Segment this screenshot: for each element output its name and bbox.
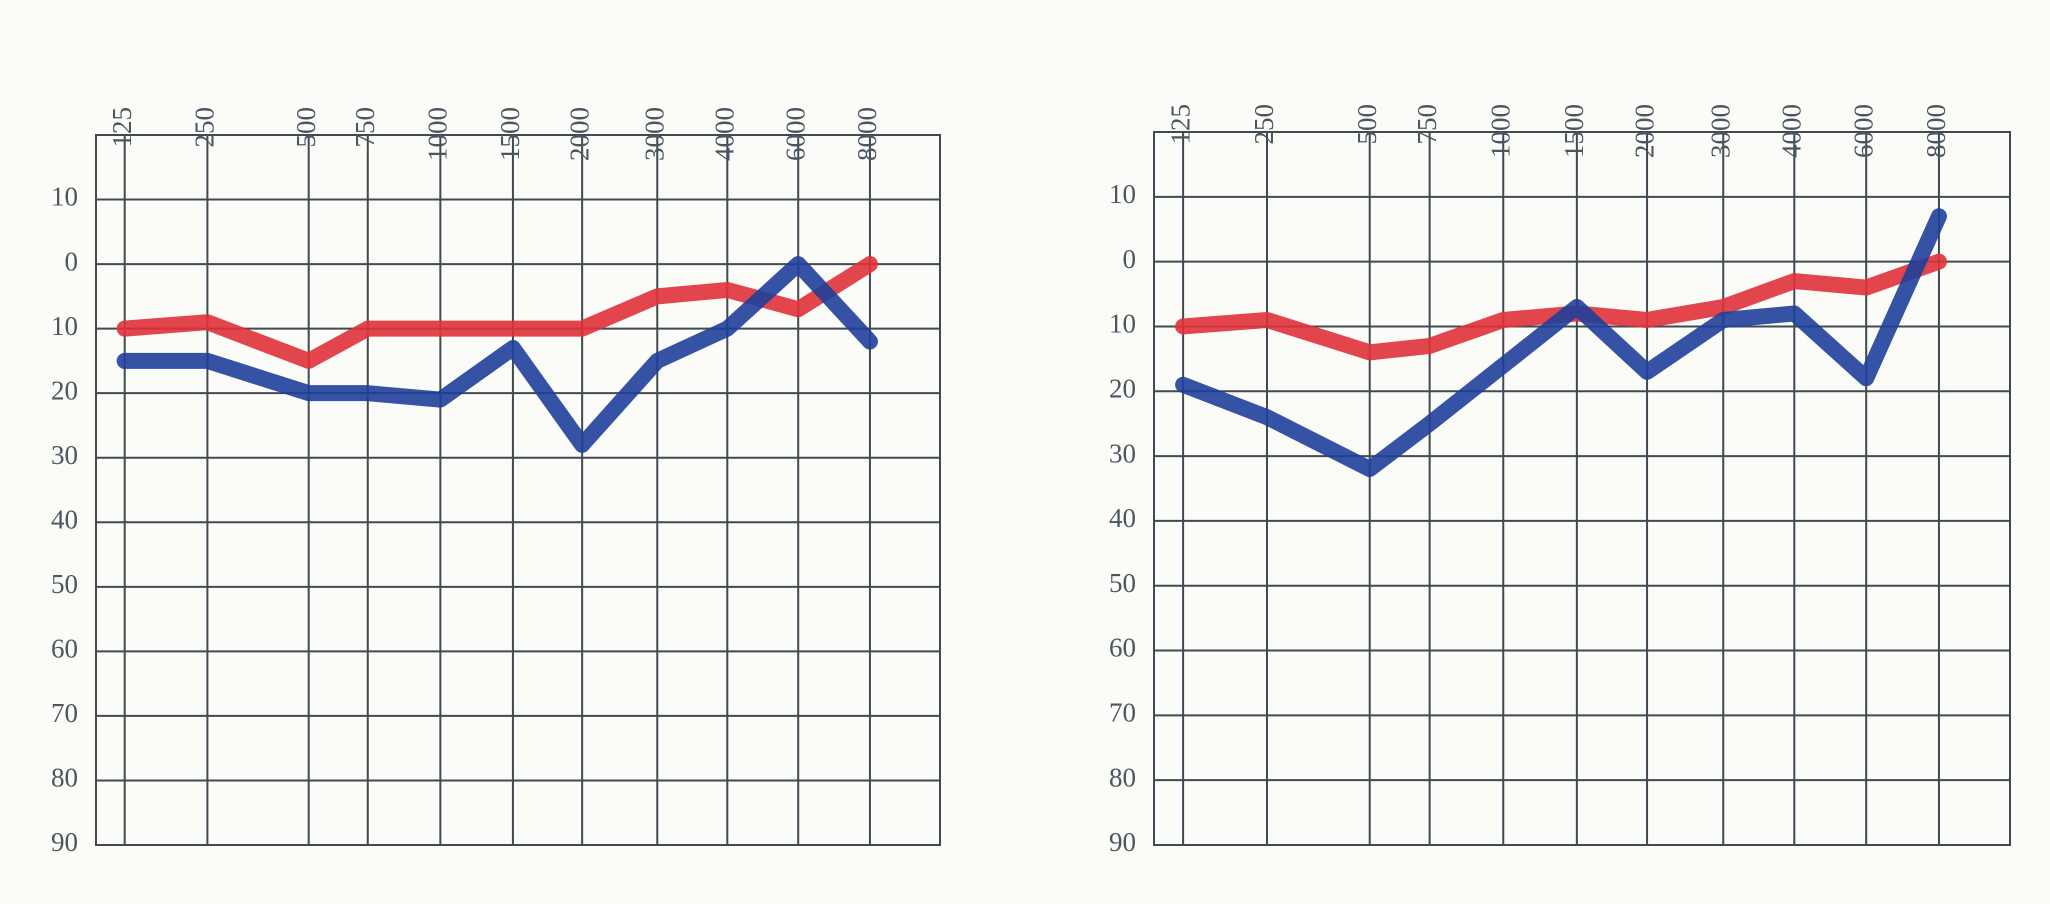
- hearing-line: [1175, 208, 1947, 478]
- y-tick-label: 60: [51, 634, 78, 664]
- y-tick-label: 50: [51, 569, 78, 599]
- x-tick-label: 6000: [1848, 104, 1878, 158]
- y-tick-label: 70: [1109, 698, 1136, 728]
- x-tick-label: 1000: [423, 107, 453, 161]
- y-tick-label: 10: [1109, 309, 1136, 339]
- y-tick-label: 10: [1109, 179, 1136, 209]
- x-tick-label: 250: [190, 107, 220, 148]
- x-tick-label: 3000: [1705, 104, 1735, 158]
- x-tick-label: 750: [350, 107, 380, 148]
- y-tick-label: 20: [1109, 373, 1136, 403]
- y-tick-label: 10: [51, 311, 78, 341]
- x-tick-label: 1500: [1559, 104, 1589, 158]
- plot-frame: [1153, 131, 2011, 846]
- x-tick-label: 3000: [639, 107, 669, 161]
- x-tick-label: 2000: [1629, 104, 1659, 158]
- y-tick-label: 40: [51, 504, 78, 534]
- x-tick-label: 4000: [1776, 104, 1806, 158]
- y-tick-label: 50: [1109, 568, 1136, 598]
- y-tick-label: 10: [51, 182, 78, 212]
- y-tick-label: 30: [1109, 438, 1136, 468]
- x-tick-label: 1000: [1485, 104, 1515, 158]
- x-tick-label: 6000: [780, 107, 810, 161]
- x-tick-label: 1500: [495, 107, 525, 161]
- x-tick-label: 500: [1352, 104, 1382, 145]
- x-tick-label: 8000: [1921, 104, 1951, 158]
- y-tick-label: 90: [1109, 827, 1136, 857]
- x-tick-label: 500: [291, 107, 321, 148]
- hearing-line: [116, 256, 878, 453]
- y-tick-label: 0: [1123, 244, 1137, 274]
- y-tick-label: 90: [51, 827, 78, 857]
- y-tick-label: 70: [51, 698, 78, 728]
- plot-frame: [95, 134, 941, 846]
- y-tick-label: 30: [51, 440, 78, 470]
- y-tick-label: 80: [1109, 762, 1136, 792]
- x-tick-label: 2000: [564, 107, 594, 161]
- hearing-line: [116, 256, 878, 369]
- y-tick-label: 80: [51, 763, 78, 793]
- x-tick-label: 125: [1165, 104, 1195, 145]
- x-tick-label: 4000: [710, 107, 740, 161]
- x-tick-label: 8000: [852, 107, 882, 161]
- y-tick-label: 60: [1109, 633, 1136, 663]
- x-tick-label: 250: [1249, 104, 1279, 145]
- y-tick-label: 40: [1109, 503, 1136, 533]
- y-tick-label: 20: [51, 375, 78, 405]
- x-tick-label: 750: [1412, 104, 1442, 145]
- x-tick-label: 125: [107, 107, 137, 148]
- y-tick-label: 0: [65, 246, 79, 276]
